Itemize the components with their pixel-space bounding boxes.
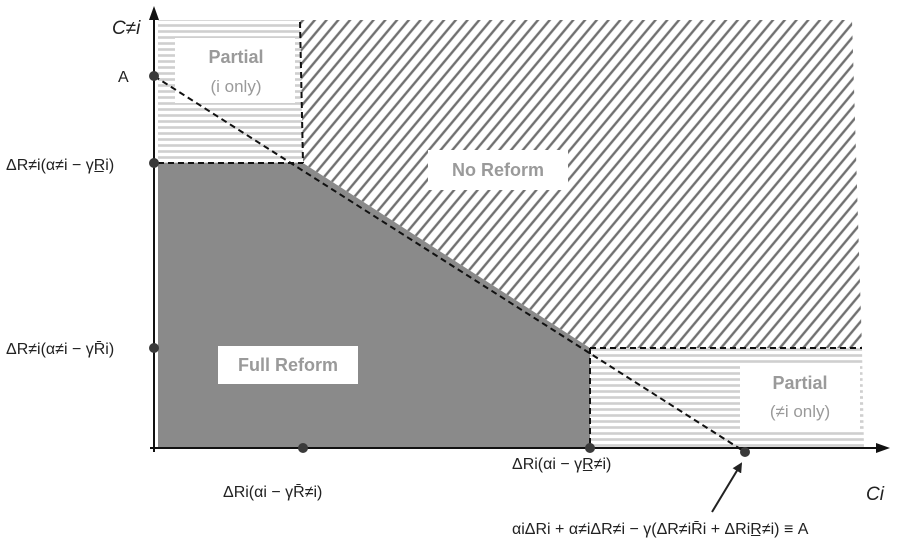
partial-not-i-title: Partial bbox=[772, 373, 827, 393]
partial-i-subtitle: (i only) bbox=[210, 77, 261, 96]
partial-i-label-box bbox=[175, 38, 295, 103]
tick-dots bbox=[149, 71, 750, 457]
y-tick-lower: ΔR≠i(α≠i − γR̄i) bbox=[6, 341, 114, 358]
x-tick-right: ΔRi(αi − γR̲≠i) bbox=[512, 456, 611, 473]
x-dot-left bbox=[298, 443, 308, 453]
x-dot-a bbox=[740, 447, 750, 457]
region-no-reform bbox=[300, 20, 862, 348]
y-tick-upper: ΔR≠i(α≠i − γR̲i) bbox=[6, 157, 114, 174]
y-dot-a bbox=[149, 71, 159, 81]
full-reform-label-box bbox=[218, 346, 358, 384]
x-axis-arrow bbox=[876, 443, 890, 453]
partial-i-title: Partial bbox=[208, 47, 263, 67]
x-axis-title: Ci bbox=[866, 484, 885, 505]
full-reform-title: Full Reform bbox=[238, 355, 338, 375]
y-axis-title: C≠i bbox=[112, 18, 141, 39]
x-dot-right bbox=[585, 443, 595, 453]
y-dot-lower bbox=[149, 343, 159, 353]
y-axis-arrow bbox=[149, 6, 159, 20]
no-reform-label-box bbox=[428, 150, 568, 190]
annotation-equation: αiΔRi + α≠iΔR≠i − γ(ΔR≠iR̄i + ΔRiR̲≠i) ≡… bbox=[512, 521, 809, 538]
partial-not-i-label-box bbox=[740, 365, 860, 430]
y-dot-upper bbox=[149, 158, 159, 168]
y-tick-a: A bbox=[118, 69, 129, 86]
partial-not-i-subtitle: (≠i only) bbox=[770, 402, 830, 421]
x-tick-left: ΔRi(αi − γR̄≠i) bbox=[223, 484, 322, 501]
annotation-arrow bbox=[711, 462, 743, 513]
no-reform-title: No Reform bbox=[452, 160, 544, 180]
region-boundaries bbox=[153, 21, 862, 453]
